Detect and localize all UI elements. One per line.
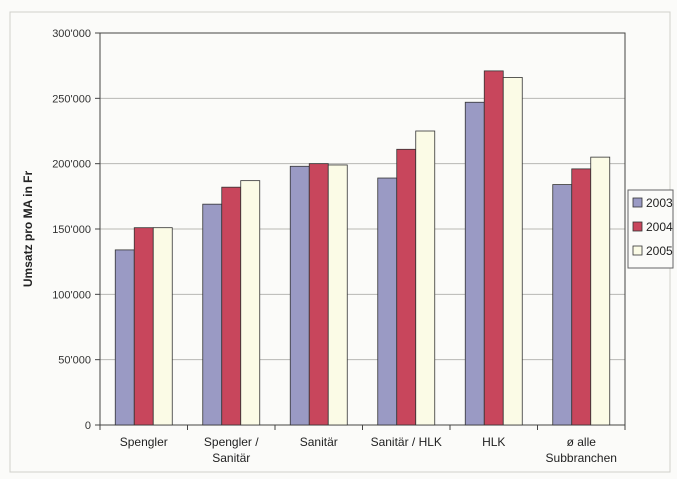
bar-2003-4: [464, 101, 485, 426]
bar-2004-0: [133, 227, 154, 426]
legend-swatch-2005: [632, 245, 643, 256]
bar-2003-0: [114, 249, 135, 426]
bar-2005-2: [327, 164, 348, 426]
bar-2004-5: [571, 168, 592, 426]
legend-swatch-2004: [632, 221, 643, 232]
y-tick-label: 200'000: [52, 159, 91, 171]
bar-2004-4: [483, 70, 504, 426]
bar-2003-5: [552, 184, 573, 426]
legend-swatch-2003: [632, 197, 643, 208]
y-tick-label: 0: [85, 420, 91, 432]
y-axis-title: Umsatz pro MA in Fr: [21, 171, 35, 288]
y-axis-ticks: 0 50'000 100'000 150'000 200'000 250'000 300'0…: [52, 28, 100, 432]
x-category-label: Sanitär / HLK: [371, 435, 442, 449]
bar-2003-1: [202, 203, 223, 426]
x-category-label: ø alle Subbranchen: [546, 435, 617, 465]
legend-label-2003: 2003: [646, 196, 673, 210]
legend-label-2004: 2004: [646, 220, 673, 234]
bar-2004-3: [396, 148, 417, 426]
bars: [114, 70, 611, 426]
y-tick-label: 300'000: [52, 28, 91, 40]
x-category-label: Spengler / Sanitär: [204, 435, 259, 465]
x-category-label: Spengler: [120, 435, 168, 449]
x-category-label: HLK: [482, 435, 505, 449]
bar-2005-4: [502, 77, 523, 426]
bar-2005-5: [590, 156, 611, 426]
bar-2004-1: [221, 186, 242, 426]
y-tick-label: 50'000: [58, 355, 91, 367]
x-axis-category-labels: Spengler Spengler / Sanitär Sanitär Sanitär …: [99, 425, 626, 465]
bar-2004-2: [308, 163, 329, 426]
x-category-label: Sanitär: [300, 435, 338, 449]
legend: 2003 2004 2005: [627, 189, 674, 269]
y-tick-label: 150'000: [52, 224, 91, 236]
y-tick-label: 100'000: [52, 289, 91, 301]
y-tick-label: 250'000: [52, 93, 91, 105]
bar-2003-2: [289, 165, 310, 426]
bar-2005-0: [152, 227, 173, 426]
bar-2003-3: [377, 177, 398, 426]
legend-label-2005: 2005: [646, 244, 673, 258]
bar-2005-1: [240, 180, 261, 426]
bar-2005-3: [415, 130, 436, 426]
